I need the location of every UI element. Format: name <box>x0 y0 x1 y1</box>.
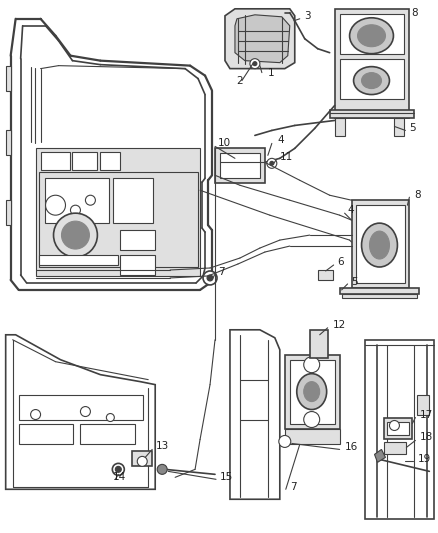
Bar <box>285 355 339 430</box>
Bar <box>388 422 410 435</box>
Bar <box>335 9 410 118</box>
Text: 7: 7 <box>290 482 297 492</box>
Polygon shape <box>225 9 295 69</box>
Bar <box>342 294 417 298</box>
Circle shape <box>53 213 97 257</box>
Bar <box>417 394 429 415</box>
Bar <box>352 200 410 288</box>
Text: 17: 17 <box>419 409 433 419</box>
Text: 16: 16 <box>345 442 358 453</box>
Text: 3: 3 <box>304 11 311 21</box>
Polygon shape <box>235 15 290 63</box>
Ellipse shape <box>350 18 393 54</box>
Text: 5: 5 <box>410 124 416 133</box>
Ellipse shape <box>361 72 381 88</box>
Circle shape <box>157 464 167 474</box>
Polygon shape <box>6 131 11 155</box>
Circle shape <box>81 407 90 416</box>
Bar <box>395 118 404 136</box>
Text: 13: 13 <box>156 441 170 451</box>
Bar <box>81 424 135 445</box>
Bar <box>385 417 413 439</box>
Bar <box>310 330 328 358</box>
Text: 11: 11 <box>280 152 293 163</box>
Polygon shape <box>6 66 11 91</box>
Text: 4: 4 <box>348 205 354 215</box>
Bar <box>19 394 143 419</box>
Bar <box>318 270 332 280</box>
Text: 2: 2 <box>236 76 243 86</box>
Polygon shape <box>6 200 11 225</box>
Circle shape <box>106 414 114 422</box>
Ellipse shape <box>361 223 397 267</box>
Bar <box>339 288 419 294</box>
Circle shape <box>389 421 399 431</box>
Circle shape <box>31 409 41 419</box>
Bar <box>72 152 97 171</box>
Text: 1: 1 <box>268 68 275 78</box>
Text: 10: 10 <box>218 139 231 148</box>
Bar <box>39 255 118 265</box>
Text: 8: 8 <box>411 8 418 18</box>
Text: 4: 4 <box>278 135 284 146</box>
Bar <box>339 14 404 54</box>
Bar <box>19 424 74 445</box>
Bar <box>215 148 265 183</box>
Bar <box>35 148 200 276</box>
Circle shape <box>112 463 124 475</box>
Polygon shape <box>374 449 385 462</box>
Text: 19: 19 <box>417 455 431 464</box>
Bar <box>356 205 406 283</box>
Bar <box>41 152 71 171</box>
Circle shape <box>304 411 320 427</box>
Bar <box>220 154 260 178</box>
Circle shape <box>279 435 291 447</box>
Text: 6: 6 <box>338 257 344 267</box>
Bar <box>335 118 345 136</box>
Circle shape <box>85 195 95 205</box>
Bar <box>385 442 406 455</box>
Bar <box>45 178 110 223</box>
Text: 7: 7 <box>218 267 225 277</box>
Ellipse shape <box>370 231 389 259</box>
Bar <box>339 59 404 99</box>
Bar <box>100 152 120 171</box>
Ellipse shape <box>357 25 385 47</box>
Ellipse shape <box>353 67 389 94</box>
Text: 18: 18 <box>419 432 433 442</box>
Circle shape <box>71 205 81 215</box>
Bar <box>39 172 198 267</box>
Text: 5: 5 <box>352 277 358 287</box>
Ellipse shape <box>297 374 327 409</box>
Polygon shape <box>6 335 155 489</box>
Bar <box>290 360 335 424</box>
Polygon shape <box>230 330 280 499</box>
Circle shape <box>137 456 147 466</box>
Text: 8: 8 <box>414 190 421 200</box>
Text: 12: 12 <box>332 320 346 330</box>
Circle shape <box>203 271 217 285</box>
Ellipse shape <box>304 382 320 401</box>
Circle shape <box>304 357 320 373</box>
Circle shape <box>207 275 213 281</box>
Polygon shape <box>364 340 434 519</box>
Circle shape <box>61 221 89 249</box>
Text: 14: 14 <box>112 472 126 482</box>
Circle shape <box>46 195 66 215</box>
Circle shape <box>115 466 121 472</box>
Bar <box>113 178 153 223</box>
Bar <box>330 110 414 118</box>
Circle shape <box>253 62 257 66</box>
Bar <box>285 430 339 445</box>
Bar <box>120 255 155 275</box>
Text: 15: 15 <box>220 472 233 482</box>
Bar <box>120 230 155 250</box>
Circle shape <box>267 158 277 168</box>
Circle shape <box>270 161 274 165</box>
Circle shape <box>250 59 260 69</box>
Bar <box>132 451 152 466</box>
